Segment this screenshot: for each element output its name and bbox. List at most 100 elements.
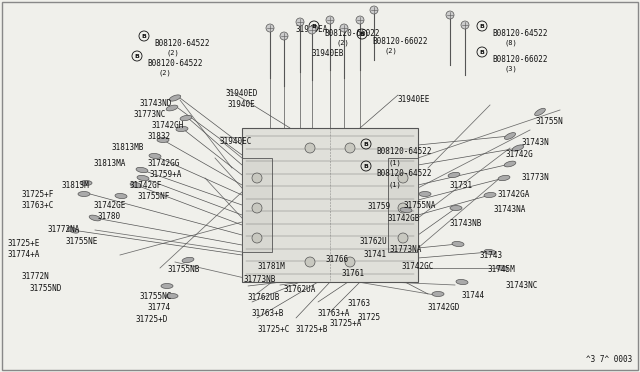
Text: 31743NB: 31743NB xyxy=(450,219,483,228)
Text: B08120-64522: B08120-64522 xyxy=(154,39,209,48)
Text: (1): (1) xyxy=(388,181,401,187)
Ellipse shape xyxy=(137,175,149,181)
Ellipse shape xyxy=(419,192,431,196)
Text: 31743N: 31743N xyxy=(522,138,550,147)
Ellipse shape xyxy=(504,132,516,140)
Ellipse shape xyxy=(400,208,412,212)
Text: (2): (2) xyxy=(159,69,172,76)
Ellipse shape xyxy=(157,138,169,142)
Bar xyxy=(242,158,272,252)
Text: 31759+A: 31759+A xyxy=(149,170,181,179)
Text: 31742GD: 31742GD xyxy=(428,303,460,312)
Ellipse shape xyxy=(80,180,92,186)
Text: 31725: 31725 xyxy=(358,313,381,322)
Text: 31755NB: 31755NB xyxy=(168,265,200,274)
Circle shape xyxy=(356,16,364,24)
Text: 31773NA: 31773NA xyxy=(390,245,422,254)
Text: B08120-64522: B08120-64522 xyxy=(376,147,431,156)
Circle shape xyxy=(252,233,262,243)
Text: 31743: 31743 xyxy=(479,251,502,260)
Circle shape xyxy=(345,257,355,267)
Text: B: B xyxy=(364,164,369,169)
Circle shape xyxy=(446,11,454,19)
Text: 31762UA: 31762UA xyxy=(284,285,316,294)
Circle shape xyxy=(305,257,315,267)
Text: 31774: 31774 xyxy=(148,303,171,312)
Text: 31744: 31744 xyxy=(462,291,485,300)
Ellipse shape xyxy=(136,167,148,173)
Text: B08120-64522: B08120-64522 xyxy=(492,29,547,38)
Text: (8): (8) xyxy=(504,39,516,45)
Ellipse shape xyxy=(176,126,188,132)
Ellipse shape xyxy=(130,182,142,188)
Text: 31763+C: 31763+C xyxy=(22,201,54,210)
Text: 31773N: 31773N xyxy=(522,173,550,182)
Text: 31773NC: 31773NC xyxy=(133,110,165,119)
Text: B08120-66022: B08120-66022 xyxy=(324,29,380,38)
Text: B: B xyxy=(312,23,316,29)
Ellipse shape xyxy=(452,241,464,247)
Ellipse shape xyxy=(484,249,496,254)
Text: 31742GA: 31742GA xyxy=(498,190,531,199)
Circle shape xyxy=(398,233,408,243)
Text: 31725+A: 31725+A xyxy=(330,319,362,328)
Text: 31742GG: 31742GG xyxy=(148,159,180,168)
Text: 31731: 31731 xyxy=(449,181,472,190)
Text: 31940EB: 31940EB xyxy=(312,49,344,58)
Text: 31755N: 31755N xyxy=(536,117,564,126)
Circle shape xyxy=(305,143,315,153)
Ellipse shape xyxy=(512,145,524,151)
Ellipse shape xyxy=(78,192,90,196)
Circle shape xyxy=(326,16,334,24)
Text: 31742GH: 31742GH xyxy=(151,121,184,130)
Ellipse shape xyxy=(450,205,462,211)
Text: ^3 7^ 0003: ^3 7^ 0003 xyxy=(586,355,632,364)
Text: B: B xyxy=(360,32,364,36)
Ellipse shape xyxy=(89,215,101,221)
Text: 31725+E: 31725+E xyxy=(8,239,40,248)
Text: 31773NB: 31773NB xyxy=(244,275,276,284)
Text: 31940EE: 31940EE xyxy=(398,95,430,104)
Text: 31940E: 31940E xyxy=(228,100,256,109)
Ellipse shape xyxy=(182,257,194,263)
Text: B: B xyxy=(364,141,369,147)
Text: 31742GF: 31742GF xyxy=(130,181,163,190)
Text: 31762UB: 31762UB xyxy=(248,293,280,302)
Text: (2): (2) xyxy=(166,49,179,55)
Ellipse shape xyxy=(432,292,444,296)
Text: 31743ND: 31743ND xyxy=(140,99,172,108)
Circle shape xyxy=(340,24,348,32)
Text: 31742GB: 31742GB xyxy=(387,214,419,223)
Text: 31813MA: 31813MA xyxy=(93,159,125,168)
Text: 31763+B: 31763+B xyxy=(251,309,284,318)
Ellipse shape xyxy=(166,294,178,298)
Text: B08120-66022: B08120-66022 xyxy=(492,55,547,64)
Text: 31832: 31832 xyxy=(148,132,171,141)
Ellipse shape xyxy=(161,283,173,289)
Text: 31743NC: 31743NC xyxy=(505,281,538,290)
Text: 31766: 31766 xyxy=(326,255,349,264)
Circle shape xyxy=(345,143,355,153)
Ellipse shape xyxy=(166,105,178,111)
Text: B08120-64522: B08120-64522 xyxy=(147,59,202,68)
Text: 31772N: 31772N xyxy=(22,272,50,281)
Text: 31755NF: 31755NF xyxy=(137,192,170,201)
Text: B: B xyxy=(479,49,484,55)
Text: 31743NA: 31743NA xyxy=(493,205,525,214)
Text: 31813M: 31813M xyxy=(62,181,90,190)
Circle shape xyxy=(308,26,316,34)
Text: 31940EC: 31940EC xyxy=(220,137,252,146)
Text: 31772NA: 31772NA xyxy=(48,225,81,234)
Text: 31725+D: 31725+D xyxy=(136,315,168,324)
Text: 31762U: 31762U xyxy=(360,237,388,246)
Ellipse shape xyxy=(67,227,79,233)
Text: 31725+F: 31725+F xyxy=(22,190,54,199)
Ellipse shape xyxy=(504,161,516,167)
Circle shape xyxy=(280,32,288,40)
Text: 31755ND: 31755ND xyxy=(30,284,62,293)
Ellipse shape xyxy=(448,172,460,178)
Text: (1): (1) xyxy=(388,159,401,166)
Text: 31741: 31741 xyxy=(363,250,386,259)
Text: B08120-64522: B08120-64522 xyxy=(376,169,431,178)
Text: 31763: 31763 xyxy=(348,299,371,308)
